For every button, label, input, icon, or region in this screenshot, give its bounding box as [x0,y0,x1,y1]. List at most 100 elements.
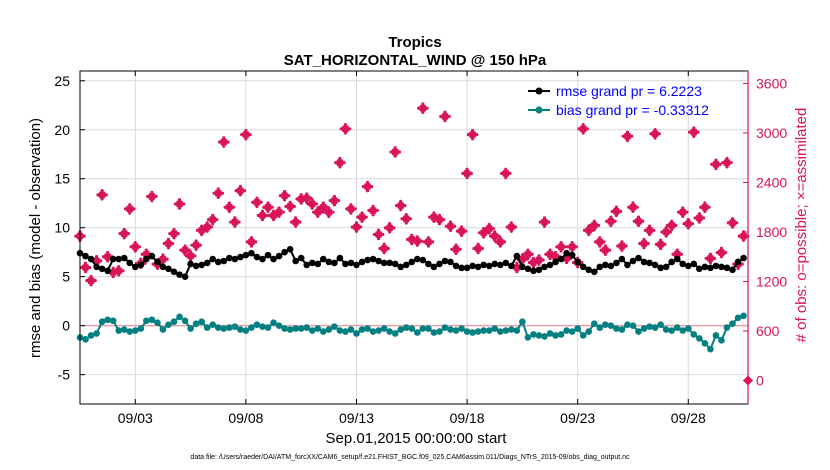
chart-title: Tropics [388,34,441,51]
rmse-point [624,261,631,269]
obs-assimilated-point [461,167,473,180]
rmse-point [513,252,521,260]
obs-assimilated-marker-x [159,255,167,263]
bias-point [93,330,100,337]
x-tick-label-1: 09/08 [228,410,263,426]
rmse-point [535,266,543,274]
bias-point [259,323,266,330]
rmse-point [120,254,128,262]
rmse-point [181,273,189,280]
bias-point [463,328,471,335]
rmse-point [397,263,405,271]
rmse-point [165,265,172,273]
obs-assimilated-marker-x [237,187,244,195]
rmse-point [214,258,222,266]
obs-assimilated-marker-x [707,255,714,262]
rmse-point [115,255,123,263]
rmse-series [76,245,747,280]
obs-assimilated-marker-x [480,229,487,237]
y-tick-label-2: 5 [62,269,70,285]
obs-assimilated-point [112,264,125,277]
obs-assimilated-point [311,206,324,218]
obs-assimilated-marker-x [414,237,421,245]
obs-assimilated-point [394,199,407,212]
obs-assimilated-marker-x [624,132,631,140]
x-tick-label-5: 09/28 [671,410,706,426]
rmse-point [441,257,449,265]
obs-assimilated-point [306,198,319,210]
obs-assimilated-marker-x [541,218,548,226]
rmse-point [297,254,305,262]
rmse-point [364,256,371,264]
obs-assimilated-marker-x [253,198,261,206]
obs-assimilated-point [372,228,385,241]
obs-assimilated-point [704,252,717,265]
bias-point [342,328,349,335]
bias-point [336,327,344,334]
obs-assimilated-marker-x [447,222,454,230]
rmse-point [209,255,217,263]
legend-rmse-marker [535,87,543,95]
bias-point [557,331,565,338]
obs-assimilated-point [323,206,335,218]
rmse-point [635,254,642,262]
y-tick-label-3: 10 [54,220,70,236]
obs-assimilated-point [245,236,258,248]
rmse-point [524,265,532,273]
obs-assimilated-point [190,239,202,251]
obs-assimilated-marker-x [375,231,382,238]
bias-point [458,325,465,332]
bias-point [447,326,454,333]
obs-assimilated-point [621,130,634,143]
obs-assimilated-marker-x [469,131,476,138]
bias-point [143,317,150,325]
rmse-point [607,262,615,270]
obs-assimilated-point [643,224,656,237]
obs-assimilated-point [400,212,413,225]
rmse-point [98,265,106,273]
obs-assimilated-marker-x [115,267,123,275]
obs-assimilated-point [284,200,296,213]
bias-point [590,320,598,327]
rmse-point [104,267,111,275]
obs-assimilated-point [300,192,313,204]
rmse-point [187,260,194,268]
bias-point [541,333,548,340]
obs-assimilated-point [566,241,578,253]
bias-point [723,324,731,331]
obs-assimilated-point [488,230,501,242]
rmse-point [275,252,283,260]
rmse-point [270,255,277,263]
rmse-point [579,263,587,271]
bias-series [76,312,747,353]
bias-point [607,322,615,329]
rmse-point [684,262,692,270]
obs-assimilated-marker-x [264,203,272,211]
obs-assimilated-marker-x [275,208,283,216]
obs-assimilated-point [605,215,617,228]
rmse-point [286,245,294,253]
bias-point [513,327,521,334]
rmse-point [557,255,565,263]
bias-point [568,328,576,335]
bias-point [696,335,703,342]
obs-assimilated-marker-x [491,232,499,240]
legend-rmse-label: rmse grand pr = 6.2223 [556,83,702,99]
obs-assimilated-marker-x [452,245,460,253]
bias-point [496,328,504,335]
bias-point [220,325,228,332]
obs-assimilated-marker-x [646,227,653,234]
obs-assimilated-point [577,123,590,135]
obs-assimilated-marker-x [270,212,277,219]
obs-assimilated-point [649,127,661,140]
bias-point [662,326,670,333]
bias-point [308,327,316,334]
obs-assimilated-marker-x [474,245,482,252]
obs-assimilated-marker-x [386,224,393,232]
rmse-point [419,256,427,264]
obs-assimilated-marker-x [508,223,515,231]
obs-assimilated-marker-x [723,159,731,166]
rmse-point [452,262,460,270]
bias-point [115,327,123,334]
y2-tick-label-3: 1800 [756,224,787,240]
